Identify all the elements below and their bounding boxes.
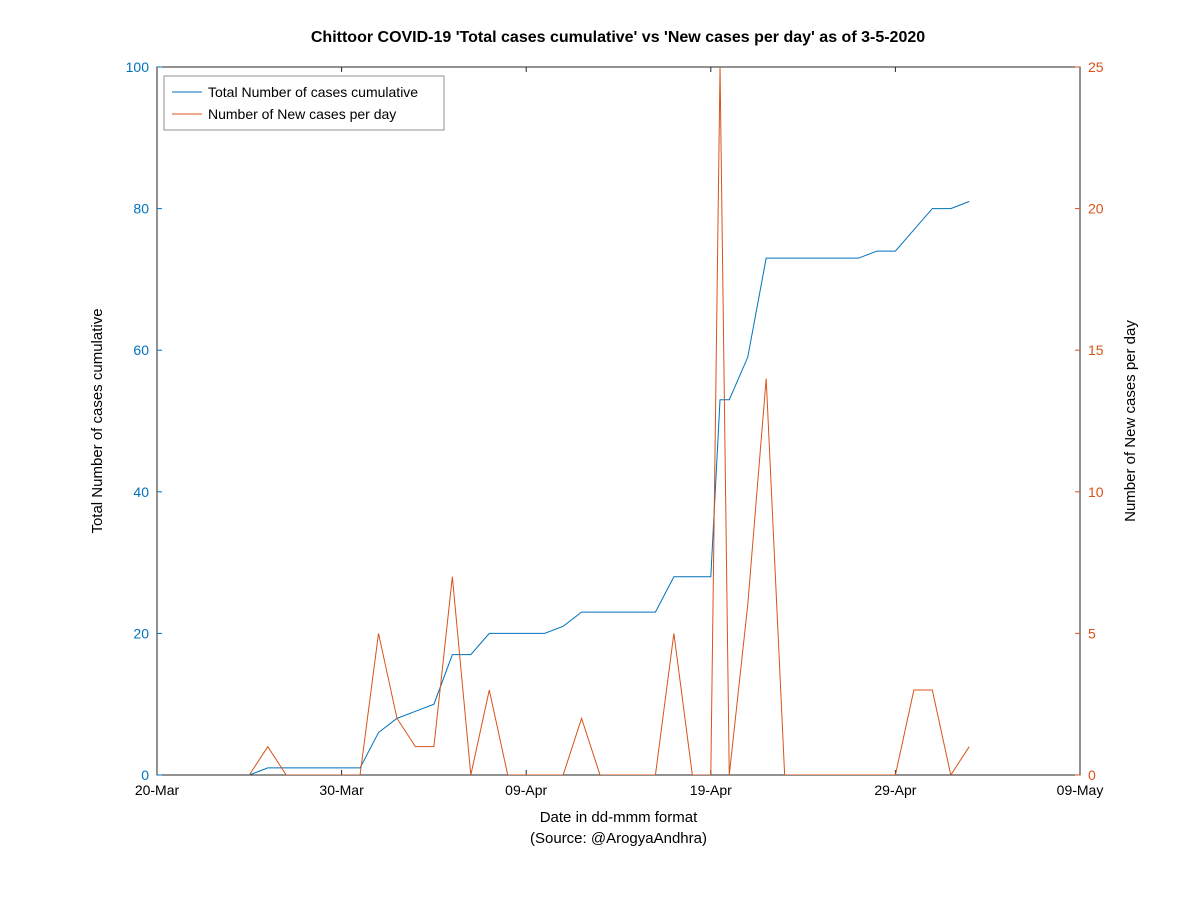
y-right-tick-label: 5 — [1088, 625, 1096, 641]
y-right-tick-label: 15 — [1088, 342, 1104, 358]
x-axis-label: Date in dd-mmm format — [540, 809, 698, 826]
chart-title: Chittoor COVID-19 'Total cases cumulativ… — [311, 29, 925, 46]
y-right-tick-label: 10 — [1088, 484, 1104, 500]
x-tick-label: 20-Mar — [135, 782, 180, 798]
series-line-1 — [249, 67, 969, 775]
y-left-axis-ticks — [157, 67, 162, 775]
y-left-tick-label: 20 — [133, 625, 149, 641]
y-left-tick-label: 0 — [141, 767, 149, 783]
x-tick-label: 09-May — [1057, 782, 1104, 798]
y-right-tick-label: 0 — [1088, 767, 1096, 783]
x-axis-ticks — [157, 67, 1080, 775]
y-right-axis-label: Number of New cases per day — [1122, 320, 1139, 522]
y-left-tick-label: 100 — [126, 59, 150, 75]
x-tick-label: 09-Apr — [505, 782, 547, 798]
y-left-axis-label: Total Number of cases cumulative — [89, 308, 106, 533]
x-tick-label: 29-Apr — [874, 782, 916, 798]
legend: Total Number of cases cumulative Number o… — [164, 76, 444, 130]
series-line-0 — [249, 202, 969, 775]
y-right-tick-label: 25 — [1088, 59, 1104, 75]
chart-svg: Chittoor COVID-19 'Total cases cumulativ… — [0, 0, 1200, 898]
legend-label: Number of New cases per day — [208, 106, 396, 122]
plot-border — [157, 67, 1080, 775]
y-right-axis-ticks — [1075, 67, 1080, 775]
y-left-tick-label: 80 — [133, 201, 149, 217]
y-left-tick-label: 40 — [133, 484, 149, 500]
y-right-tick-label: 20 — [1088, 201, 1104, 217]
x-tick-label: 30-Mar — [319, 782, 364, 798]
x-axis-source: (Source: @ArogyaAndhra) — [530, 830, 707, 847]
y-left-tick-label: 60 — [133, 342, 149, 358]
x-axis-tick-labels: 20-Mar 30-Mar 09-Apr 19-Apr 29-Apr 09-May — [135, 782, 1104, 798]
chart-container: Chittoor COVID-19 'Total cases cumulativ… — [0, 0, 1200, 898]
legend-label: Total Number of cases cumulative — [208, 84, 418, 100]
y-left-axis-labels: 0 20 40 60 80 100 — [126, 59, 150, 783]
x-tick-label: 19-Apr — [690, 782, 732, 798]
y-right-axis-labels: 0 5 10 15 20 25 — [1088, 59, 1104, 783]
series-group — [249, 67, 969, 775]
